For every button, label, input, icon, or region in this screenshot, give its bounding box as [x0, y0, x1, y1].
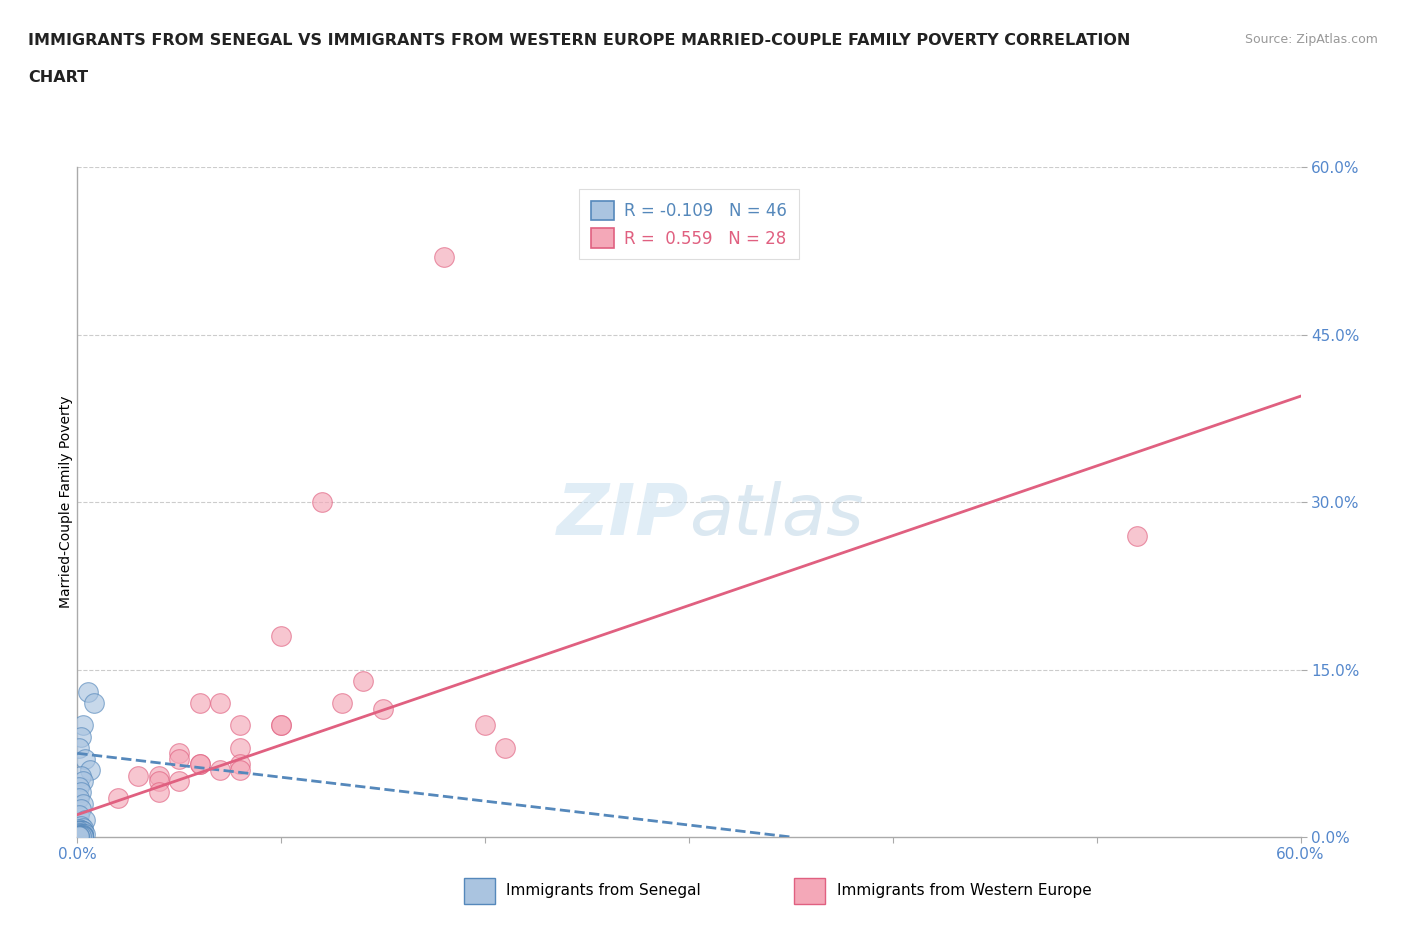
- Text: CHART: CHART: [28, 70, 89, 85]
- Point: [229, 718, 252, 733]
- Point: [67, 826, 90, 841]
- Point: [229, 740, 252, 755]
- Point: [127, 768, 149, 783]
- Point: [83, 696, 105, 711]
- Point: [311, 495, 333, 510]
- Text: IMMIGRANTS FROM SENEGAL VS IMMIGRANTS FROM WESTERN EUROPE MARRIED-COUPLE FAMILY : IMMIGRANTS FROM SENEGAL VS IMMIGRANTS FR…: [28, 33, 1130, 47]
- Point: [75, 751, 97, 766]
- Point: [148, 774, 170, 789]
- Point: [67, 829, 90, 844]
- Point: [70, 802, 93, 817]
- Point: [148, 768, 170, 783]
- Point: [371, 701, 394, 716]
- Y-axis label: Married-Couple Family Poverty: Married-Couple Family Poverty: [59, 396, 73, 608]
- Point: [208, 696, 231, 711]
- Point: [75, 826, 97, 841]
- Point: [70, 829, 93, 844]
- Point: [70, 826, 93, 841]
- Point: [76, 684, 98, 699]
- Point: [72, 718, 94, 733]
- Point: [70, 828, 93, 843]
- Point: [188, 696, 211, 711]
- Point: [208, 763, 231, 777]
- Point: [70, 818, 93, 833]
- Point: [72, 824, 94, 839]
- Point: [72, 829, 94, 844]
- Point: [70, 785, 93, 800]
- Legend: R = -0.109   N = 46, R =  0.559   N = 28: R = -0.109 N = 46, R = 0.559 N = 28: [579, 189, 799, 259]
- Point: [72, 829, 94, 844]
- Point: [188, 757, 211, 772]
- Text: ZIP: ZIP: [557, 481, 689, 550]
- Point: [79, 763, 101, 777]
- Point: [70, 768, 93, 783]
- Point: [72, 820, 94, 835]
- Point: [70, 825, 93, 840]
- Point: [67, 829, 90, 844]
- Text: Immigrants from Senegal: Immigrants from Senegal: [506, 884, 702, 898]
- Point: [474, 718, 496, 733]
- Point: [270, 718, 292, 733]
- Point: [332, 696, 354, 711]
- Point: [72, 796, 94, 811]
- Point: [229, 763, 252, 777]
- Point: [67, 779, 90, 794]
- Point: [67, 829, 90, 844]
- Point: [70, 824, 93, 839]
- Point: [67, 790, 90, 805]
- Text: atlas: atlas: [689, 481, 863, 550]
- Point: [70, 829, 93, 844]
- Point: [67, 828, 90, 843]
- Point: [72, 828, 94, 843]
- Point: [1126, 528, 1149, 543]
- Point: [67, 740, 90, 755]
- Point: [70, 829, 93, 844]
- Point: [270, 718, 292, 733]
- Point: [270, 629, 292, 644]
- Point: [67, 829, 90, 844]
- Point: [72, 774, 94, 789]
- Point: [67, 824, 90, 839]
- Point: [169, 774, 191, 789]
- Point: [67, 824, 90, 839]
- Point: [229, 757, 252, 772]
- Point: [72, 826, 94, 841]
- Text: Immigrants from Western Europe: Immigrants from Western Europe: [837, 884, 1091, 898]
- Point: [67, 829, 90, 844]
- Point: [70, 823, 93, 838]
- Point: [169, 751, 191, 766]
- Point: [72, 828, 94, 843]
- Point: [169, 746, 191, 761]
- Point: [70, 828, 93, 843]
- Point: [70, 729, 93, 744]
- Point: [188, 757, 211, 772]
- Point: [495, 740, 517, 755]
- Point: [148, 785, 170, 800]
- Point: [433, 249, 456, 264]
- Point: [67, 807, 90, 822]
- Point: [67, 825, 90, 840]
- Point: [352, 673, 374, 688]
- Point: [72, 824, 94, 839]
- Point: [75, 813, 97, 828]
- Text: Source: ZipAtlas.com: Source: ZipAtlas.com: [1244, 33, 1378, 46]
- Point: [107, 790, 129, 805]
- Point: [67, 822, 90, 837]
